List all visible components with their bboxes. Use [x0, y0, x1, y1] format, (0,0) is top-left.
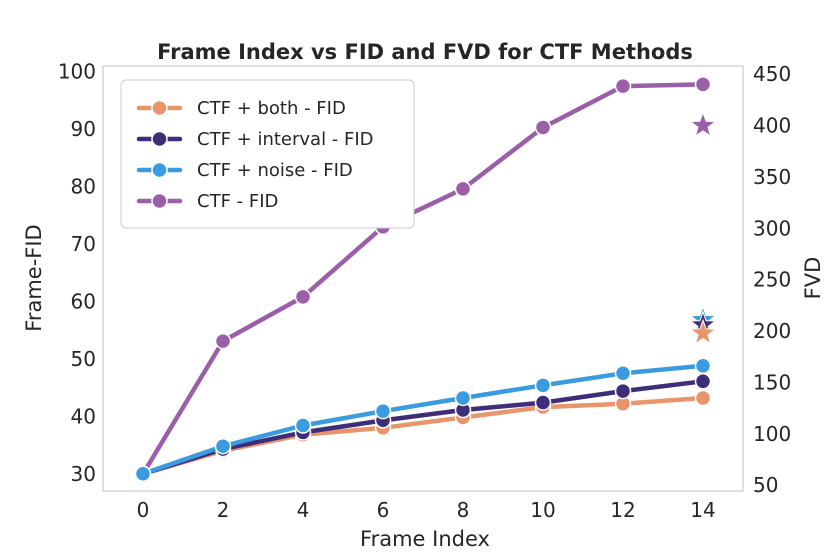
legend-swatch-marker [151, 130, 168, 148]
y2-tick-label: 450 [753, 62, 791, 86]
y-tick-label: 80 [71, 175, 96, 199]
x-tick-label: 0 [137, 498, 150, 522]
x-tick-label: 2 [217, 498, 230, 522]
y2-tick-label: 350 [753, 165, 791, 189]
x-axis-label: Frame Index [360, 527, 490, 551]
x-axis-ticks: 0 2 4 6 8 10 12 14 [137, 498, 716, 522]
fvd-star-ctf [689, 111, 717, 138]
legend-box [120, 79, 415, 229]
series-ctf-noise-fid [134, 357, 712, 483]
y2-axis-ticks: 50 100 150 200 250 300 350 400 450 [753, 62, 791, 497]
data-point [134, 465, 152, 483]
data-point [214, 332, 232, 350]
fvd-star-markers [689, 111, 717, 345]
chart-title: Frame Index vs FID and FVD for CTF Metho… [157, 40, 693, 64]
y2-tick-label: 300 [753, 216, 791, 240]
plot-frame [102, 65, 744, 492]
data-point [454, 180, 472, 198]
x-tick-label: 8 [457, 498, 470, 522]
series-layer [134, 76, 712, 483]
data-point [534, 119, 552, 136]
data-point [294, 417, 312, 434]
legend-label: CTF - FID [197, 191, 278, 212]
y-tick-label: 70 [71, 232, 96, 256]
data-point [294, 288, 312, 306]
y2-tick-label: 250 [753, 268, 791, 292]
y2-tick-label: 50 [753, 473, 778, 497]
y-axis-ticks: 30 40 50 60 70 80 90 100 [58, 60, 96, 486]
legend-item: CTF + noise - FID [136, 160, 353, 181]
data-point [534, 394, 552, 411]
y-tick-label: 100 [58, 60, 96, 84]
series-ctf-interval-fid [134, 373, 712, 483]
legend-label: CTF + noise - FID [197, 160, 353, 181]
y-tick-label: 90 [71, 117, 96, 141]
data-point [694, 389, 712, 407]
data-point [614, 77, 632, 95]
x-tick-label: 4 [297, 498, 310, 522]
data-point [694, 373, 712, 390]
y2-tick-label: 150 [753, 370, 791, 394]
fvd-star-ctf-both [689, 318, 717, 345]
legend-swatch-marker [151, 161, 168, 179]
data-point [694, 76, 712, 93]
legend-item: CTF + both - FID [136, 98, 346, 119]
y-tick-label: 60 [71, 289, 96, 313]
y-tick-label: 40 [71, 404, 96, 428]
series-line [140, 379, 706, 477]
x-tick-label: 6 [377, 498, 390, 522]
x-tick-label: 14 [690, 498, 715, 522]
y-tick-label: 50 [71, 347, 96, 371]
y2-axis-label: FVD [801, 257, 825, 300]
data-point [534, 377, 552, 394]
x-tick-label: 10 [530, 498, 555, 522]
legend-label: CTF + both - FID [197, 98, 346, 119]
legend-swatch-marker [151, 192, 168, 210]
y-axis-label: Frame-FID [22, 224, 46, 331]
data-point [614, 382, 632, 400]
data-point [614, 365, 632, 382]
legend-item: CTF + interval - FID [136, 129, 374, 150]
series-line [140, 363, 706, 477]
y-tick-label: 30 [71, 462, 96, 486]
data-point [374, 402, 392, 420]
x-tick-label: 12 [610, 498, 635, 522]
data-point [454, 389, 472, 407]
y2-tick-label: 100 [753, 422, 791, 446]
legend-label: CTF + interval - FID [197, 129, 374, 150]
data-point [694, 357, 712, 375]
legend-item: CTF - FID [136, 191, 278, 212]
y2-tick-label: 200 [753, 319, 791, 343]
legend-swatch-marker [151, 99, 168, 117]
y2-tick-label: 400 [753, 114, 791, 138]
data-point [214, 437, 232, 455]
legend: CTF + both - FID CTF + interval - FID CTF … [120, 79, 415, 229]
series-line [140, 82, 706, 477]
